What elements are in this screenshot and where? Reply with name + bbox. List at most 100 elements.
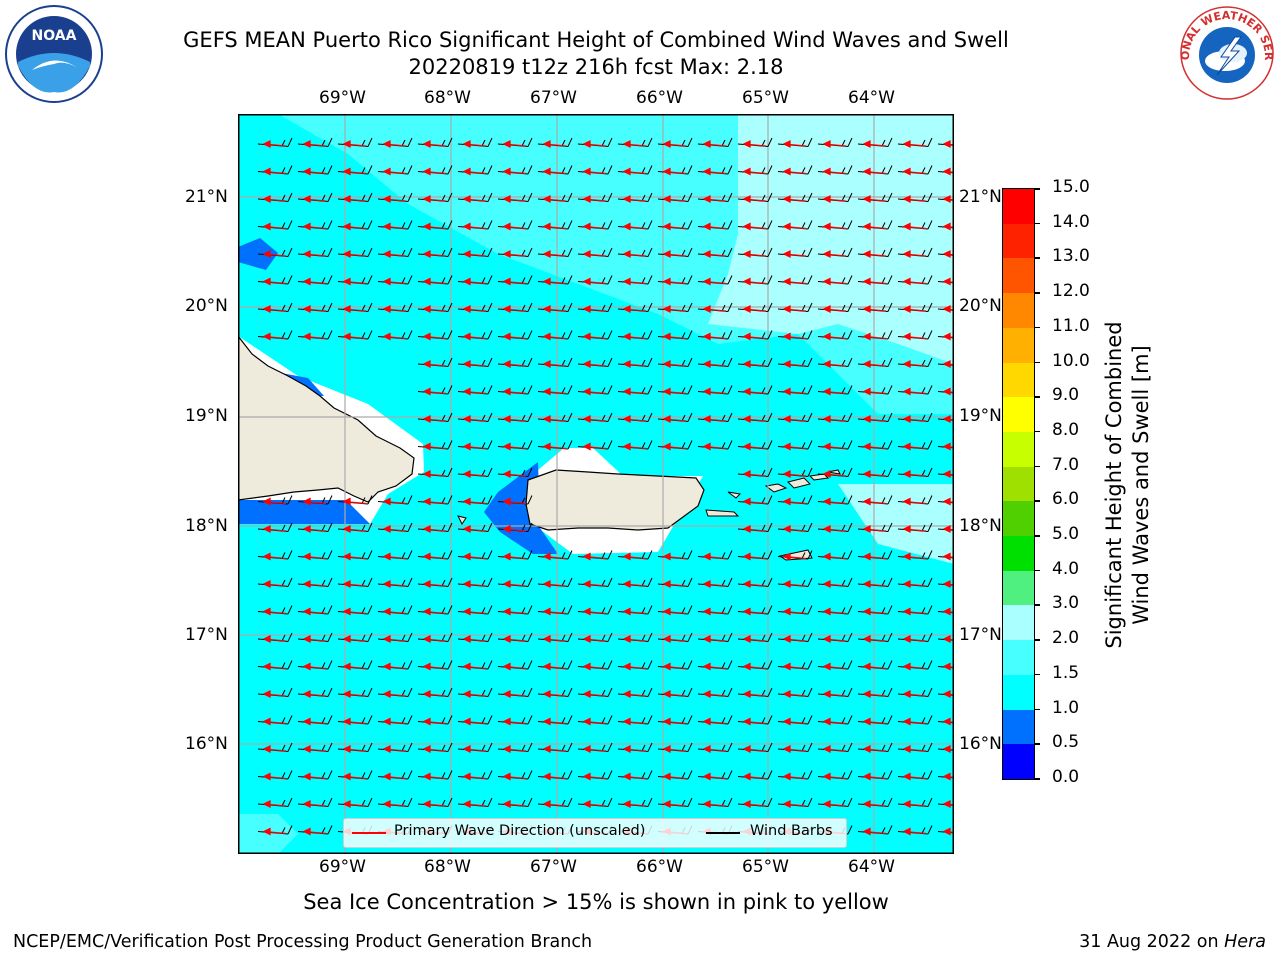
wave-arrow — [822, 552, 847, 561]
wave-arrow — [622, 139, 647, 149]
wave-arrow — [742, 552, 767, 561]
wave-arrow — [702, 359, 727, 369]
colorbar-tick-mark — [1034, 639, 1040, 641]
wave-arrow — [942, 524, 954, 534]
wave-arrow — [262, 167, 287, 176]
wave-arrow — [662, 634, 687, 644]
wave-arrow — [822, 772, 847, 781]
wave-arrow — [702, 607, 727, 616]
legend-wave-direction: Primary Wave Direction (unscaled) — [394, 823, 646, 839]
wave-arrow — [902, 332, 927, 341]
lat-label-left: 20°N — [185, 296, 228, 316]
wave-arrow — [822, 387, 847, 396]
wave-arrow — [942, 359, 954, 369]
lat-label-left: 18°N — [185, 516, 228, 536]
wave-arrow — [462, 552, 487, 561]
wave-arrow — [702, 552, 727, 561]
wave-arrow — [822, 442, 847, 451]
wave-arrow — [622, 304, 647, 314]
wave-arrow — [542, 579, 567, 589]
wave-arrow — [622, 222, 647, 231]
wave-arrow — [902, 139, 927, 149]
colorbar-tick-mark — [1034, 326, 1040, 329]
wave-arrow — [782, 277, 807, 286]
colorbar-tick-mark — [1034, 361, 1040, 364]
wave-arrow — [902, 799, 927, 809]
wave-arrow — [942, 249, 954, 259]
wave-arrow — [942, 607, 954, 616]
wave-arrow — [382, 167, 407, 176]
lon-label-bottom: 69°W — [319, 857, 366, 877]
wave-arrow — [302, 167, 327, 176]
wave-arrow — [622, 579, 647, 589]
wave-arrow — [782, 717, 807, 726]
wave-arrow — [902, 497, 927, 506]
wave-arrow — [822, 607, 847, 616]
wave-arrow — [422, 689, 447, 699]
wave-arrow — [462, 689, 487, 699]
wave-arrow — [422, 277, 447, 286]
wave-arrow — [742, 497, 767, 506]
wave-arrow — [582, 359, 607, 369]
wave-arrow — [742, 194, 767, 204]
wave-arrow — [942, 222, 954, 231]
wave-arrow — [862, 442, 887, 451]
wave-arrow — [502, 772, 527, 781]
colorbar-segment — [1003, 674, 1034, 710]
wave-arrow — [302, 579, 327, 589]
wave-arrow — [502, 277, 527, 286]
wave-arrow — [782, 524, 807, 534]
wave-arrow — [502, 524, 527, 534]
wave-arrow — [662, 387, 687, 396]
colorbar-tick-mark — [1034, 257, 1040, 259]
wave-arrow — [662, 194, 687, 204]
wave-arrow — [422, 717, 447, 726]
wave-arrow — [942, 387, 954, 396]
wave-arrow — [942, 772, 954, 781]
wave-arrow — [342, 194, 367, 204]
wave-arrow — [462, 634, 487, 644]
wave-arrow — [582, 414, 607, 424]
wave-arrow — [822, 277, 847, 286]
wave-arrow — [862, 772, 887, 781]
wave-arrow — [462, 717, 487, 726]
wave-arrow — [262, 304, 287, 314]
wave-arrow — [862, 552, 887, 561]
wave-arrow — [582, 167, 607, 176]
wave-arrow — [622, 744, 647, 754]
wave-arrow — [662, 332, 687, 341]
wave-arrow — [422, 359, 447, 369]
wave-arrow — [622, 194, 647, 204]
wave-arrow — [782, 167, 807, 176]
wave-arrow — [302, 717, 327, 726]
lat-label-right: 19°N — [959, 406, 1002, 426]
wave-arrow — [742, 744, 767, 754]
wave-arrow — [342, 139, 367, 149]
wave-arrow — [382, 552, 407, 561]
wave-arrow — [302, 607, 327, 616]
wave-arrow — [942, 717, 954, 726]
colorbar-segment — [1003, 466, 1034, 502]
wave-arrow — [742, 139, 767, 149]
wave-arrow — [582, 579, 607, 589]
colorbar-tick-mark — [1034, 396, 1040, 398]
wave-arrow — [862, 689, 887, 699]
wave-arrow — [662, 689, 687, 699]
small-islands — [457, 469, 841, 561]
wave-arrow — [902, 469, 927, 479]
wave-arrow — [302, 222, 327, 231]
lon-label-top: 65°W — [742, 88, 789, 108]
colorbar-segment — [1003, 640, 1034, 675]
wave-arrow — [382, 222, 407, 231]
wave-arrow — [702, 414, 727, 424]
colorbar-tick-mark — [1034, 292, 1040, 294]
wave-arrow — [342, 552, 367, 561]
wave-arrow — [742, 414, 767, 424]
wave-arrow — [502, 689, 527, 699]
lat-label-left: 17°N — [185, 625, 228, 645]
colorbar-segment — [1003, 744, 1034, 779]
wave-arrow — [342, 332, 367, 341]
wave-arrow — [342, 167, 367, 176]
noaa-logo-text: NOAA — [32, 28, 77, 44]
lon-label-bottom: 67°W — [530, 857, 577, 877]
